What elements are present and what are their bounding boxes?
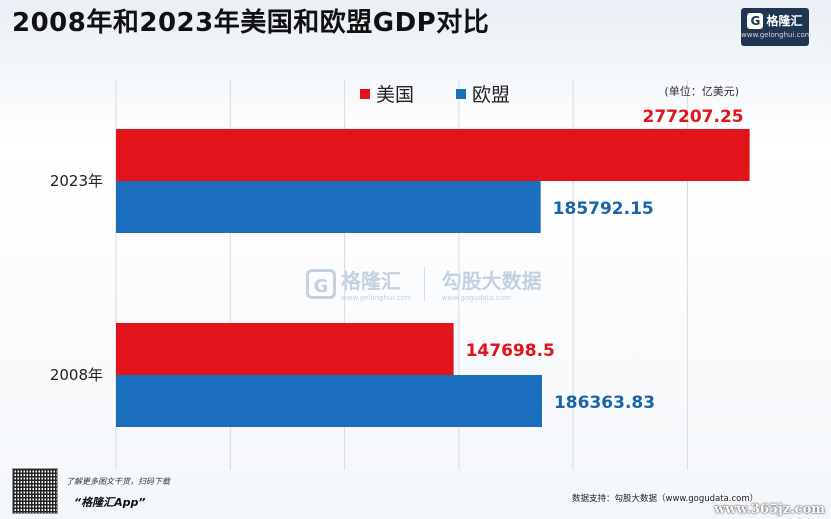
legend-swatch-eu	[456, 88, 467, 99]
data-label-eu: 186363.83	[554, 393, 655, 413]
qr-caption: 了解更多图文干货，扫码下载	[66, 477, 170, 486]
legend-item-eu: 欧盟	[456, 80, 510, 107]
unit-label: (单位：亿美元)	[664, 85, 739, 98]
app-name: “格隆汇App”	[74, 496, 146, 509]
watermark-brand: 格隆汇	[341, 269, 401, 293]
watermark-partner: 勾股大数据	[441, 269, 542, 293]
data-source: 数据支持：勾股大数据（www.gogudata.com）	[572, 494, 759, 504]
logo-g-icon: G	[747, 12, 764, 29]
legend-label-us: 美国	[376, 84, 415, 106]
watermark-divider	[423, 266, 425, 301]
legend-swatch-us	[360, 88, 370, 99]
data-label-us: 277207.25	[643, 107, 744, 127]
chart-legend: 美国 欧盟	[360, 80, 552, 107]
bar-eu	[116, 375, 542, 427]
legend-item-us: 美国	[360, 80, 414, 107]
logo-name: 格隆汇	[766, 14, 803, 28]
chart-title: 2008年和2023年美国和欧盟GDP对比	[12, 8, 490, 38]
watermark-partner-url: www.gogudata.com	[441, 294, 511, 302]
data-label-eu: 185792.15	[553, 199, 654, 219]
legend-label-eu: 欧盟	[472, 84, 511, 106]
bar-us	[116, 129, 750, 181]
bar-us	[116, 323, 454, 375]
watermark: G 格隆汇 www.gelonghui.com 勾股大数据 www.goguda…	[306, 265, 542, 302]
watermark-brand-url: www.gelonghui.com	[341, 294, 412, 302]
bar-eu	[116, 181, 541, 233]
category-label: 2023年	[50, 172, 103, 190]
qr-code[interactable]	[12, 468, 58, 514]
watermark-logo-icon: G	[306, 268, 336, 299]
category-label: 2008年	[50, 366, 103, 384]
logo-url: www.gelonghui.com	[741, 31, 812, 39]
corner-watermark: www.365jz.com	[714, 502, 825, 517]
data-label-us: 147698.5	[466, 341, 555, 361]
brand-logo: G 格隆汇 www.gelonghui.com	[741, 8, 812, 46]
